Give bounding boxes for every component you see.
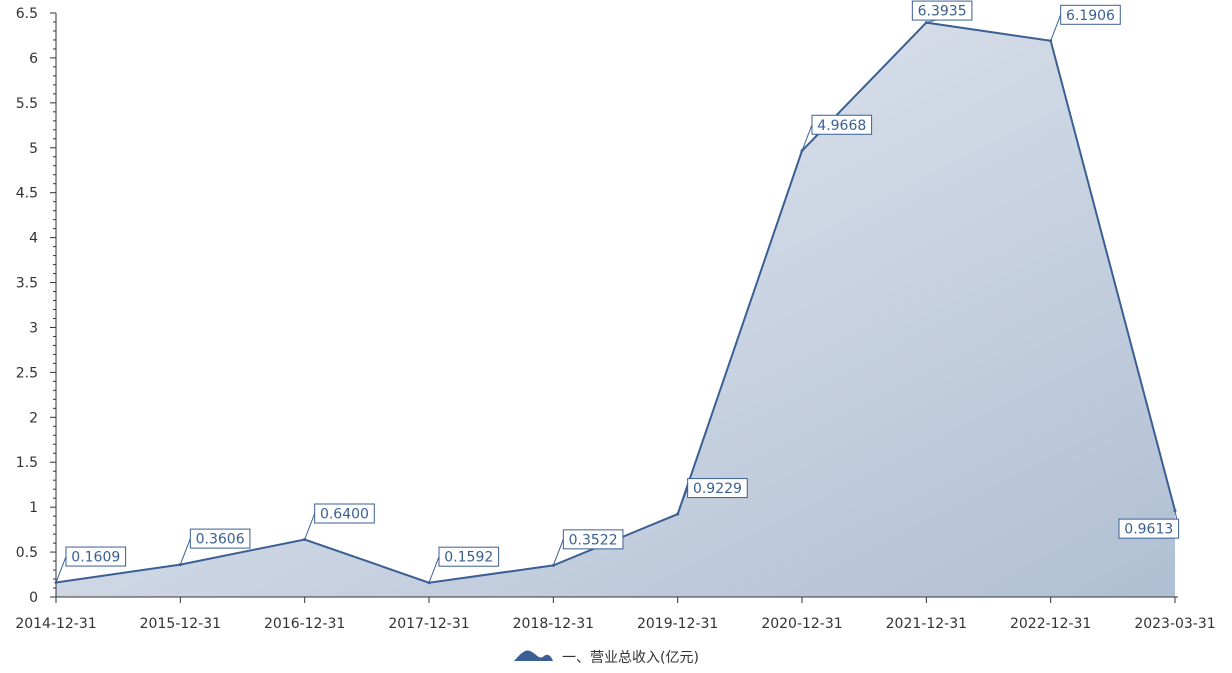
data-point bbox=[54, 581, 58, 585]
legend-area-icon bbox=[514, 650, 553, 661]
y-tick-label: 6.5 bbox=[16, 6, 38, 22]
legend[interactable]: 一、营业总收入(亿元) bbox=[514, 650, 699, 666]
data-label: 0.9229 bbox=[676, 478, 748, 516]
y-tick-label: 2 bbox=[29, 410, 38, 426]
data-label-box bbox=[1118, 518, 1180, 539]
y-tick-label: 3.5 bbox=[16, 276, 38, 292]
data-label-leader bbox=[1050, 14, 1062, 41]
data-point bbox=[1173, 509, 1177, 513]
data-point bbox=[303, 537, 307, 541]
data-label: 0.6400 bbox=[303, 503, 375, 541]
y-tick-label: 6 bbox=[29, 51, 38, 67]
data-label-box bbox=[811, 114, 873, 135]
x-tick-label: 2015-12-31 bbox=[140, 616, 221, 632]
data-label-value: 6.3935 bbox=[918, 4, 967, 20]
x-tick-label: 2023-03-31 bbox=[1134, 616, 1215, 632]
y-tick-label: 1.5 bbox=[16, 455, 38, 471]
x-tick-label: 2017-12-31 bbox=[388, 616, 469, 632]
data-point bbox=[178, 563, 182, 567]
y-tick-label: 3 bbox=[29, 320, 38, 336]
y-tick-label: 4.5 bbox=[16, 186, 38, 202]
x-tick-label: 2019-12-31 bbox=[637, 616, 718, 632]
data-label-value: 6.1906 bbox=[1066, 8, 1115, 24]
data-label-leader bbox=[304, 513, 316, 540]
y-tick-label: 0.5 bbox=[16, 545, 38, 561]
data-label-box bbox=[562, 529, 624, 550]
y-tick-label: 1 bbox=[29, 500, 38, 516]
data-label-leader bbox=[677, 487, 689, 515]
data-label-box bbox=[1060, 4, 1121, 25]
data-label: 0.1609 bbox=[54, 546, 127, 585]
data-point bbox=[924, 21, 928, 25]
x-tick-label: 2020-12-31 bbox=[761, 616, 842, 632]
data-label-box bbox=[911, 0, 973, 21]
x-tick-label: 2014-12-31 bbox=[15, 616, 96, 632]
legend-series-name: 一、营业总收入(亿元) bbox=[562, 650, 699, 666]
data-point bbox=[551, 563, 555, 567]
data-label: 6.1906 bbox=[1049, 4, 1121, 43]
x-tick-label: 2021-12-31 bbox=[886, 616, 967, 632]
x-tick-label: 2018-12-31 bbox=[513, 616, 594, 632]
y-tick-label: 4 bbox=[29, 231, 38, 247]
data-point bbox=[427, 581, 431, 585]
data-label-value: 0.3606 bbox=[196, 532, 245, 548]
data-label: 0.3522 bbox=[551, 529, 624, 567]
data-label-value: 4.9668 bbox=[817, 118, 866, 134]
data-label: 0.1592 bbox=[427, 546, 500, 585]
data-label-value: 0.1609 bbox=[71, 550, 120, 566]
data-label-box bbox=[189, 528, 251, 549]
y-tick-label: 5 bbox=[29, 141, 38, 157]
data-label-box bbox=[687, 478, 748, 499]
data-label-leader bbox=[55, 556, 67, 583]
x-tick-label: 2016-12-31 bbox=[264, 616, 345, 632]
y-tick-label: 0 bbox=[29, 590, 38, 606]
data-label-leader bbox=[801, 124, 813, 151]
data-label-value: 0.1592 bbox=[444, 550, 493, 566]
data-label-box bbox=[438, 546, 500, 567]
data-label: 6.3935 bbox=[911, 0, 973, 25]
data-labels: 0.1609 0.3606 0.6400 0.1592 0.3522 0.9229 4.96… bbox=[54, 0, 1180, 585]
y-tick-label: 5.5 bbox=[16, 96, 38, 112]
data-label-value: 0.9613 bbox=[1124, 522, 1173, 538]
data-label-value: 0.3522 bbox=[569, 532, 618, 548]
data-point bbox=[800, 149, 804, 153]
data-label-box bbox=[65, 546, 127, 567]
data-point bbox=[676, 512, 680, 516]
data-label-leader bbox=[552, 539, 564, 566]
x-tick-label: 2022-12-31 bbox=[1010, 616, 1091, 632]
data-label: 0.9613 bbox=[1118, 509, 1180, 539]
data-label-value: 0.9229 bbox=[693, 481, 742, 497]
data-label: 0.3606 bbox=[178, 528, 251, 567]
y-tick-label: 2.5 bbox=[16, 365, 38, 381]
series-area bbox=[56, 22, 1175, 598]
y-axis: 0 0.5 1 1.5 2 2.5 3 3.5 4 4.5 5 5.5 6 6.5 bbox=[16, 6, 57, 606]
data-label-leader bbox=[428, 556, 440, 583]
data-label: 4.9668 bbox=[800, 114, 873, 153]
x-axis: 2014-12-31 2015-12-31 2016-12-31 2017-12-31… bbox=[15, 596, 1216, 632]
data-label-value: 0.6400 bbox=[320, 506, 369, 522]
data-point bbox=[1049, 39, 1053, 43]
data-label-leader bbox=[179, 538, 191, 565]
data-label-box bbox=[314, 503, 375, 524]
